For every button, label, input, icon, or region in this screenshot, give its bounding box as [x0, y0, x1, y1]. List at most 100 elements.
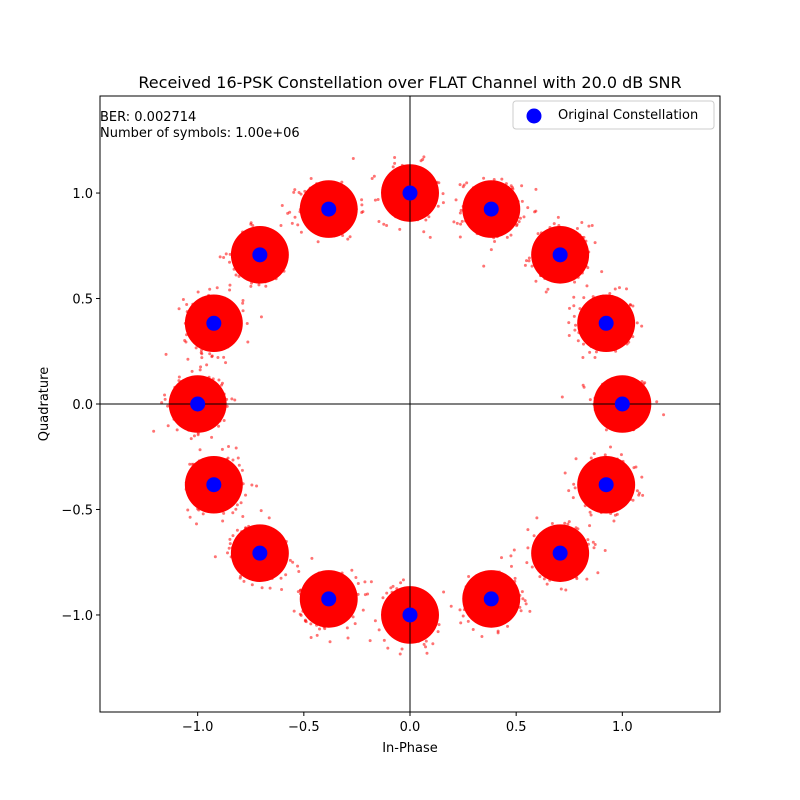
- received-sample-point: [238, 539, 242, 543]
- received-sample-point: [220, 447, 224, 451]
- received-sample-point: [267, 516, 271, 520]
- received-sample-point: [624, 427, 628, 431]
- received-sample-point: [340, 226, 344, 230]
- received-sample-point: [505, 225, 509, 229]
- received-sample-point: [275, 233, 279, 237]
- received-sample-point: [526, 528, 530, 532]
- received-sample-point: [212, 420, 216, 424]
- received-sample-point: [545, 582, 549, 586]
- received-sample-point: [309, 622, 313, 626]
- received-sample-point: [560, 524, 564, 528]
- received-sample-point: [348, 588, 352, 592]
- received-sample-point: [233, 398, 237, 402]
- received-sample-point: [292, 609, 296, 613]
- received-sample-point: [534, 244, 538, 248]
- received-sample-point: [211, 294, 215, 298]
- received-sample-point: [183, 338, 187, 342]
- received-sample-point: [241, 299, 245, 303]
- received-sample-point: [215, 286, 219, 290]
- received-sample-point: [550, 521, 554, 525]
- received-sample-point: [221, 519, 225, 523]
- received-sample-point: [315, 187, 319, 191]
- received-sample-point: [533, 210, 537, 214]
- received-sample-point: [222, 511, 226, 515]
- received-sample-point: [466, 596, 470, 600]
- received-sample-point: [288, 558, 292, 562]
- received-sample-point: [578, 268, 582, 272]
- constellation-point: [206, 315, 222, 331]
- received-sample-point: [523, 263, 527, 267]
- received-sample-point: [442, 590, 446, 594]
- received-sample-point: [350, 568, 354, 572]
- received-sample-point: [179, 380, 183, 384]
- received-sample-point: [393, 156, 397, 160]
- received-sample-point: [251, 230, 255, 234]
- received-sample-point: [282, 249, 286, 253]
- received-sample-point: [372, 174, 376, 178]
- received-sample-point: [630, 327, 634, 331]
- received-sample-point: [493, 240, 497, 244]
- received-sample-point: [208, 457, 212, 461]
- received-sample-point: [356, 592, 360, 596]
- received-sample-point: [333, 234, 337, 238]
- received-sample-point: [563, 521, 567, 525]
- received-sample-point: [241, 514, 245, 518]
- received-sample-point: [237, 463, 241, 467]
- received-sample-point: [480, 634, 484, 638]
- received-sample-point: [612, 519, 616, 523]
- received-sample-point: [606, 344, 610, 348]
- received-sample-point: [270, 276, 274, 280]
- received-sample-point: [413, 215, 417, 219]
- received-sample-point: [482, 574, 486, 578]
- received-sample-point: [231, 458, 235, 462]
- received-sample-point: [471, 613, 475, 617]
- received-sample-point: [302, 198, 306, 202]
- received-sample-point: [237, 242, 241, 246]
- received-sample-point: [395, 587, 399, 591]
- received-sample-point: [280, 588, 284, 592]
- received-sample-point: [309, 636, 313, 640]
- received-sample-point: [539, 274, 543, 278]
- received-sample-point: [576, 275, 580, 279]
- received-sample-point: [184, 481, 188, 485]
- received-sample-point: [464, 585, 468, 589]
- received-sample-point: [641, 493, 645, 497]
- received-sample-point: [280, 204, 284, 208]
- received-sample-point: [350, 586, 354, 590]
- received-sample-point: [317, 571, 321, 575]
- received-sample-point: [582, 491, 586, 495]
- received-sample-point: [604, 460, 608, 464]
- received-sample-point: [227, 460, 231, 464]
- received-sample-point: [600, 388, 604, 392]
- received-sample-point: [298, 210, 302, 214]
- received-sample-point: [194, 522, 198, 526]
- received-sample-point: [630, 379, 634, 383]
- received-sample-point: [566, 522, 570, 526]
- received-sample-point: [224, 252, 228, 256]
- received-sample-point: [201, 425, 205, 429]
- received-sample-point: [629, 318, 633, 322]
- received-sample-point: [341, 234, 345, 238]
- received-sample-point: [279, 223, 283, 227]
- received-sample-point: [571, 496, 575, 500]
- received-sample-point: [293, 188, 297, 192]
- constellation-point: [483, 591, 499, 607]
- received-sample-point: [190, 369, 194, 373]
- received-sample-point: [199, 461, 203, 465]
- received-sample-point: [234, 243, 238, 247]
- received-sample-point: [203, 344, 207, 348]
- received-sample-point: [233, 257, 237, 261]
- received-sample-point: [340, 571, 344, 575]
- received-sample-point: [386, 646, 390, 650]
- received-sample-point: [224, 361, 228, 365]
- received-sample-point: [463, 210, 467, 214]
- received-sample-point: [198, 339, 202, 343]
- received-sample-point: [595, 506, 599, 510]
- received-sample-point: [303, 608, 307, 612]
- received-sample-point: [373, 619, 377, 623]
- received-sample-point: [625, 287, 629, 291]
- received-sample-point: [576, 339, 580, 343]
- received-sample-point: [523, 599, 527, 603]
- x-tick-label: 0.0: [400, 720, 421, 735]
- received-sample-point: [506, 624, 510, 628]
